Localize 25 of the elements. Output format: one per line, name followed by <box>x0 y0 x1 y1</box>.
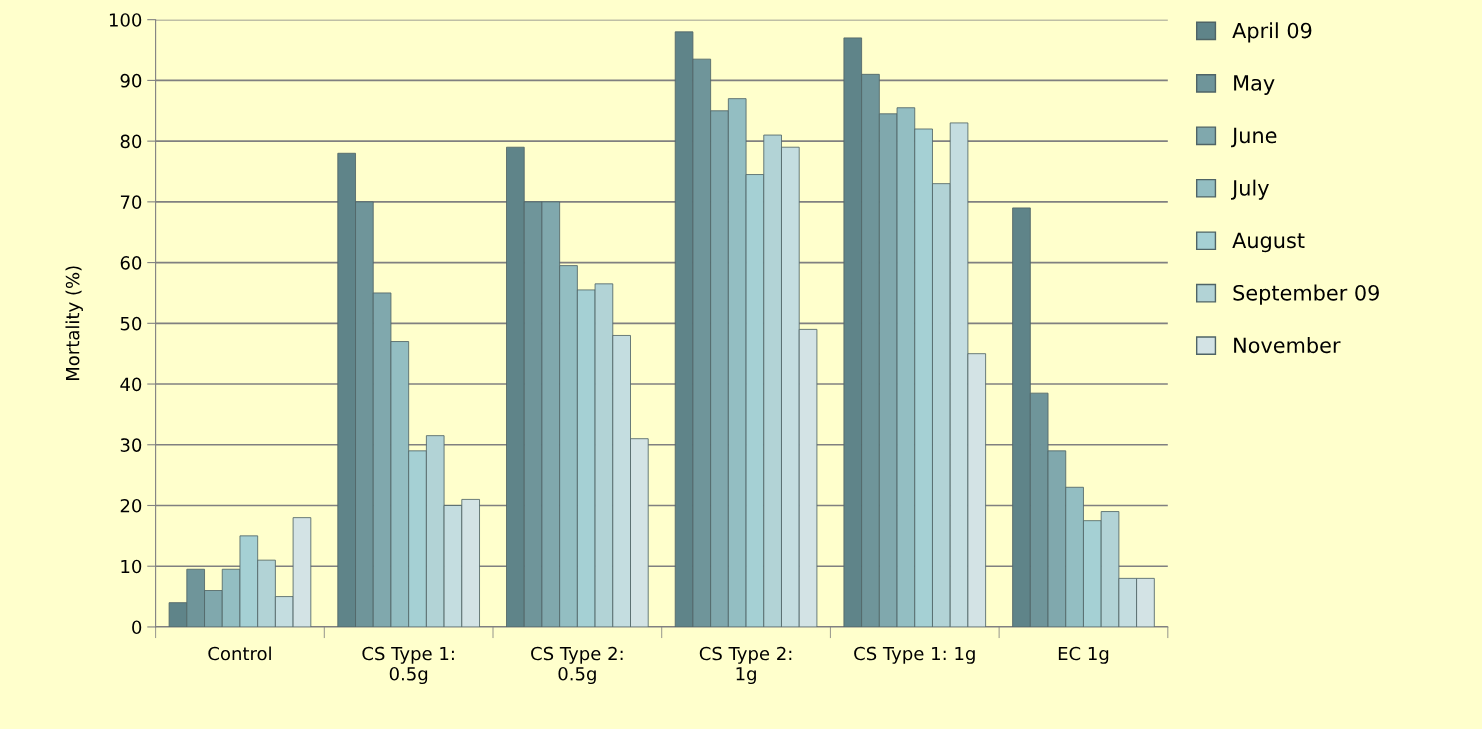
legend-label: September 09 <box>1233 284 1379 305</box>
y-tick-label: 60 <box>120 256 142 270</box>
legend-label: May <box>1234 75 1275 95</box>
legend-label: April 09 <box>1232 22 1312 43</box>
x-tick-label: CS Type 2: 0.5g <box>531 646 623 685</box>
y-tick-label: 80 <box>120 134 142 149</box>
legend-label: November <box>1234 337 1341 354</box>
x-tick-label: Control <box>208 646 271 661</box>
x-tick-label: CS Type 1: 1g <box>854 646 975 664</box>
y-tick-label: 70 <box>120 195 142 209</box>
legend-label: August <box>1232 232 1305 253</box>
y-tick-label: 50 <box>120 316 142 331</box>
legend-label: July <box>1231 179 1269 200</box>
y-tick-label: 20 <box>120 498 142 513</box>
y-tick-label: 90 <box>120 73 142 88</box>
x-tick-label: CS Type 1: 0.5g <box>362 646 454 685</box>
y-tick-label: 10 <box>121 559 142 574</box>
x-tick-label: EC 1g <box>1058 646 1109 664</box>
y-tick-label: 0 <box>132 620 142 635</box>
x-tick-label: CS Type 2: 1g <box>699 646 792 685</box>
y-tick-label: 30 <box>120 438 142 452</box>
legend-label: June <box>1231 127 1277 148</box>
y-tick-label: 100 <box>109 13 142 27</box>
y-tick-label: 40 <box>120 377 142 392</box>
y-axis-title: Mortality (%) <box>65 266 83 381</box>
